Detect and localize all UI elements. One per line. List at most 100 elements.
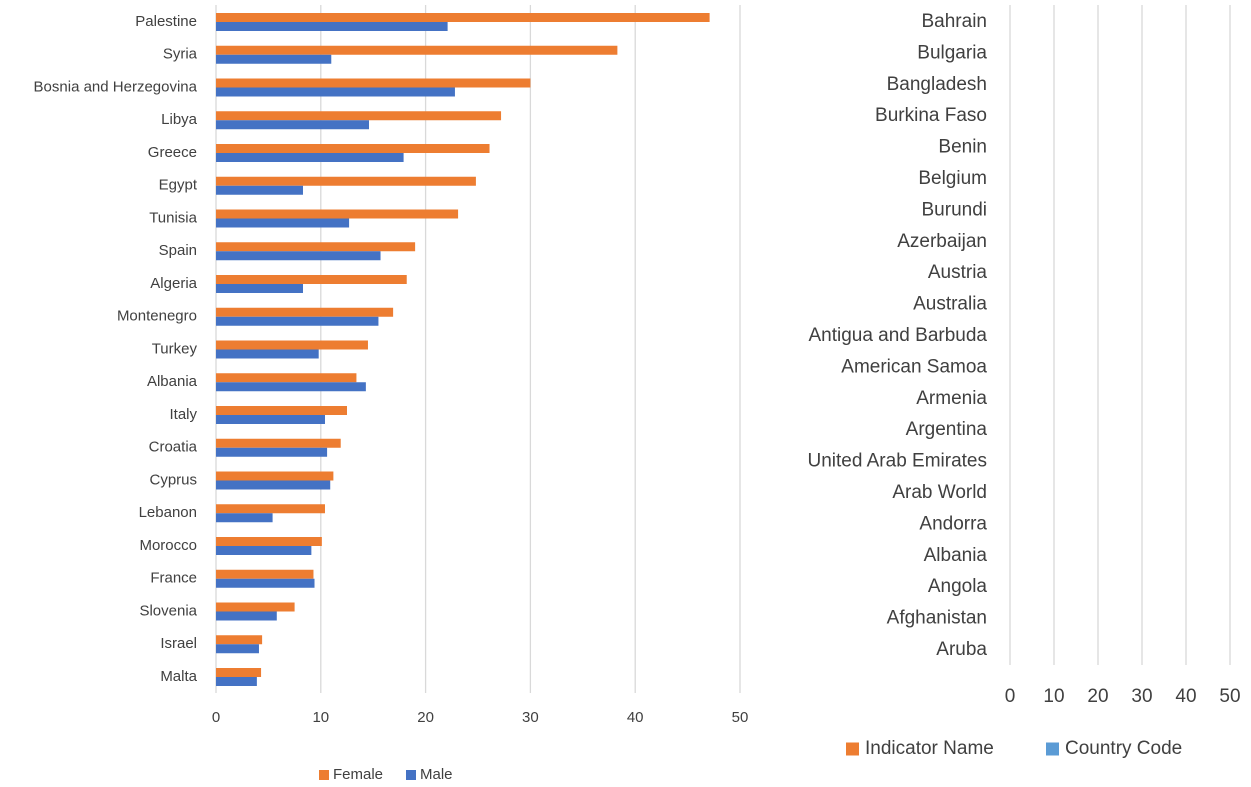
x-tick-label: 20 (1087, 686, 1108, 707)
x-tick-label: 50 (1219, 686, 1240, 707)
bar (216, 602, 295, 612)
y-tick-label: Tunisia (149, 209, 197, 226)
y-tick-label: Morocco (139, 537, 197, 554)
bar (216, 677, 257, 686)
y-tick-label: Antigua and Barbuda (808, 325, 987, 346)
y-tick-label: Palestine (135, 13, 197, 30)
y-tick-label: American Samoa (841, 356, 987, 377)
bar (216, 22, 448, 31)
bar (216, 307, 394, 317)
y-tick-label: Israel (160, 635, 197, 652)
bar (216, 578, 315, 588)
y-tick-label: Andorra (919, 513, 987, 534)
y-tick-label: Bosnia and Herzegovina (34, 78, 198, 95)
y-tick-label: Croatia (149, 439, 198, 456)
y-tick-label: Cyprus (149, 471, 197, 488)
bar (216, 111, 502, 121)
bar (216, 635, 263, 645)
legend-swatch (1046, 742, 1059, 756)
bar (216, 546, 312, 555)
y-tick-label: Lebanon (139, 504, 197, 521)
legend-swatch (846, 742, 859, 756)
y-tick-label: Afghanistan (887, 608, 987, 629)
y-tick-label: Azerbaijan (897, 231, 987, 252)
bar (216, 668, 262, 677)
bar (216, 13, 710, 22)
bar (216, 447, 328, 457)
bar (216, 415, 325, 424)
y-tick-label: Bulgaria (917, 42, 987, 63)
y-tick-label: Angola (928, 576, 988, 597)
y-tick-label: Malta (160, 668, 197, 685)
bar (216, 513, 273, 523)
bar (216, 340, 368, 350)
y-tick-label: Spain (159, 242, 197, 259)
y-tick-label: Burkina Faso (875, 105, 987, 126)
y-tick-label: Libya (161, 111, 198, 128)
bar (216, 284, 303, 293)
x-tick-label: 10 (312, 709, 329, 726)
y-tick-label: Egypt (159, 177, 198, 194)
x-tick-label: 50 (732, 709, 749, 726)
legend-swatch (319, 770, 329, 780)
bar (216, 54, 332, 64)
legend-label: Female (333, 766, 383, 783)
x-tick-label: 30 (1131, 686, 1152, 707)
legend-label: Indicator Name (865, 738, 994, 759)
legend-label: Country Code (1065, 738, 1182, 759)
bar (216, 242, 416, 252)
bar (216, 480, 331, 490)
bar (216, 78, 531, 88)
bar (216, 471, 334, 481)
bar (216, 144, 490, 153)
x-tick-label: 40 (627, 709, 644, 726)
bar (216, 209, 459, 219)
y-tick-label: Albania (924, 545, 988, 566)
bar (216, 349, 319, 359)
bar (216, 438, 341, 448)
x-tick-label: 40 (1175, 686, 1196, 707)
x-tick-label: 0 (1005, 686, 1016, 707)
y-tick-label: Italy (169, 406, 197, 423)
y-tick-label: Australia (913, 294, 987, 315)
y-tick-label: Argentina (906, 419, 988, 440)
y-tick-label: Greece (148, 144, 197, 161)
y-tick-label: Benin (938, 137, 987, 158)
bar (216, 120, 370, 130)
y-tick-label: Montenegro (117, 308, 197, 325)
bar (216, 87, 455, 97)
y-tick-label: Armenia (916, 388, 987, 409)
x-tick-label: 0 (212, 709, 220, 726)
bar (216, 382, 366, 392)
x-tick-label: 10 (1043, 686, 1064, 707)
legend-swatch (406, 770, 416, 780)
x-tick-label: 30 (522, 709, 539, 726)
bar (216, 537, 322, 546)
y-tick-label: Belgium (918, 168, 987, 189)
y-tick-label: United Arab Emirates (807, 451, 987, 472)
y-tick-label: Bangladesh (887, 74, 987, 95)
bar (216, 644, 259, 654)
y-tick-label: Turkey (152, 340, 198, 357)
bar (216, 275, 407, 284)
left-chart: 0 10 20 30 40 50 Palestine Syria Bosnia and Herz… (34, 5, 749, 783)
bar (216, 45, 618, 55)
y-tick-label: Syria (163, 46, 198, 63)
y-tick-label: Slovenia (139, 602, 197, 619)
bar (216, 185, 303, 195)
x-tick-label: 20 (417, 709, 434, 726)
bar (216, 504, 325, 514)
bar (216, 569, 314, 579)
y-tick-label: Algeria (150, 275, 197, 292)
y-tick-label: Austria (928, 262, 988, 283)
bar (216, 153, 404, 162)
bar (216, 218, 350, 228)
y-tick-label: Albania (147, 373, 198, 390)
bar (216, 611, 277, 621)
y-tick-label: Arab World (892, 482, 987, 503)
bar (216, 176, 476, 186)
bar (216, 406, 347, 415)
bar (216, 316, 379, 326)
